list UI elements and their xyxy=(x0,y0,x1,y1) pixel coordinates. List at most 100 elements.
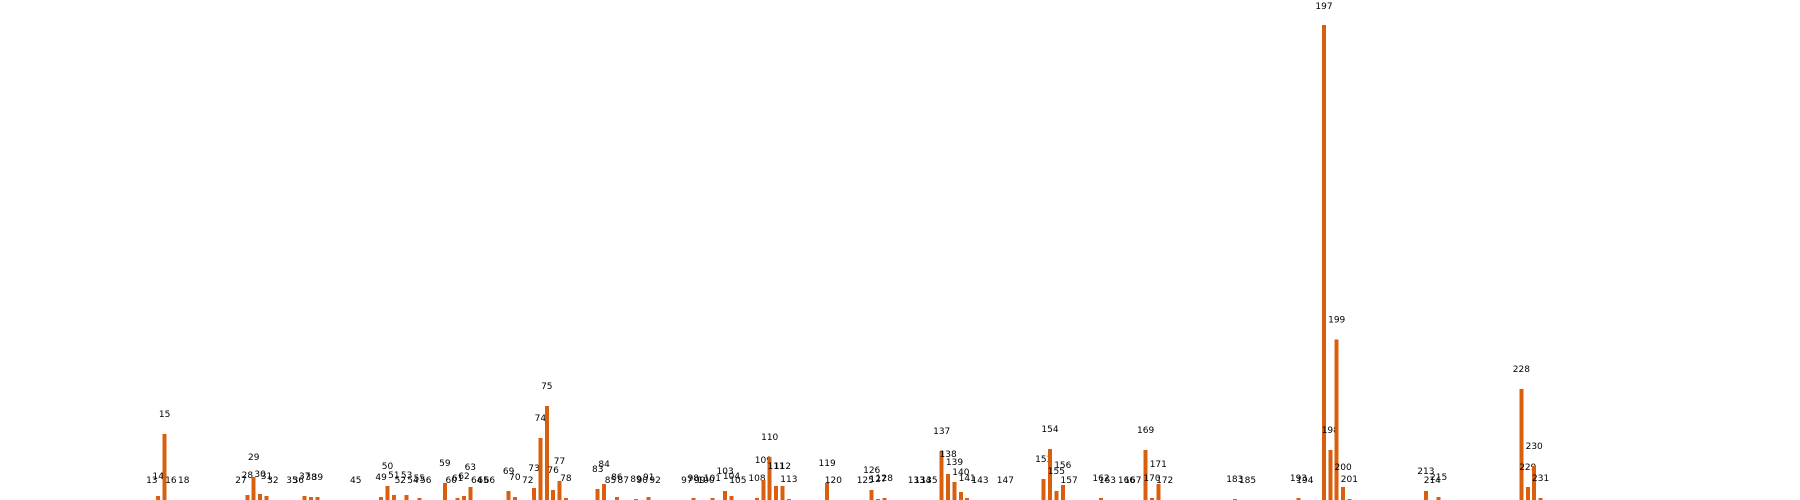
bar-label-167: 167 xyxy=(1124,476,1141,486)
bar-label-31: 31 xyxy=(261,472,272,482)
bar-label-15: 15 xyxy=(159,410,170,420)
bar-label-135: 135 xyxy=(920,476,937,486)
bar-label-101: 101 xyxy=(704,474,721,484)
bar-label-56: 56 xyxy=(420,476,432,486)
bar-51 xyxy=(391,495,396,500)
bar-label-105: 105 xyxy=(729,476,746,486)
bar-label-66: 66 xyxy=(484,476,496,486)
bar-label-147: 147 xyxy=(997,476,1014,486)
bar-139 xyxy=(952,482,957,500)
bar-label-134: 134 xyxy=(914,476,931,486)
bar-label-201: 201 xyxy=(1341,475,1358,485)
bar-label-231: 231 xyxy=(1532,474,1549,484)
bar-label-141: 141 xyxy=(959,474,976,484)
bar-label-194: 194 xyxy=(1296,476,1313,486)
bar-199 xyxy=(1334,339,1339,500)
bar-label-213: 213 xyxy=(1417,467,1434,477)
bar-126 xyxy=(869,490,874,500)
bar-label-59: 59 xyxy=(439,459,451,469)
bar-label-54: 54 xyxy=(407,476,419,486)
bar-label-60: 60 xyxy=(445,476,457,486)
bar-label-89: 89 xyxy=(630,475,642,485)
bar-label-61: 61 xyxy=(452,474,463,484)
bar-156 xyxy=(1060,485,1065,500)
bar-49 xyxy=(379,497,384,500)
bar-label-73: 73 xyxy=(528,464,539,474)
bar-108 xyxy=(755,498,759,500)
bar-50 xyxy=(385,486,390,500)
bar-label-185: 185 xyxy=(1239,476,1256,486)
bar-label-171: 171 xyxy=(1150,460,1167,470)
bar-label-35: 35 xyxy=(286,476,297,486)
bar-label-38: 38 xyxy=(305,473,317,483)
bar-29 xyxy=(251,477,256,500)
bar-230 xyxy=(1532,466,1537,500)
bar-109 xyxy=(761,480,766,500)
bar-label-120: 120 xyxy=(825,476,842,486)
bar-62 xyxy=(462,496,466,500)
bar-140 xyxy=(958,492,963,500)
bar-215 xyxy=(1436,497,1441,500)
bar-200 xyxy=(1341,487,1346,500)
bar-label-51: 51 xyxy=(388,471,399,481)
bar-label-78: 78 xyxy=(560,474,572,484)
bar-77 xyxy=(557,481,562,500)
bar-label-198: 198 xyxy=(1322,426,1339,436)
bar-label-229: 229 xyxy=(1519,463,1536,473)
bar-155 xyxy=(1054,491,1059,500)
bar-228 xyxy=(1519,389,1524,500)
bar-label-14: 14 xyxy=(152,472,164,482)
bar-label-75: 75 xyxy=(541,382,552,392)
bar-label-104: 104 xyxy=(723,472,740,482)
bar-61 xyxy=(455,498,460,500)
bar-label-214: 214 xyxy=(1424,476,1441,486)
bar-label-50: 50 xyxy=(382,462,394,472)
bar-169 xyxy=(1143,450,1148,500)
bar-104 xyxy=(729,496,734,500)
bar-128 xyxy=(882,498,887,500)
bar-label-65: 65 xyxy=(477,476,488,486)
bar-73 xyxy=(532,488,536,500)
bar-label-83: 83 xyxy=(592,465,603,475)
bar-label-29: 29 xyxy=(248,453,260,463)
bar-74 xyxy=(538,438,543,500)
bar-15 xyxy=(162,434,167,500)
bar-14 xyxy=(156,496,161,500)
bar-119 xyxy=(825,483,830,500)
bar-38 xyxy=(309,497,314,500)
bar-label-13: 13 xyxy=(146,476,157,486)
bar-label-200: 200 xyxy=(1335,463,1352,473)
bar-label-53: 53 xyxy=(401,471,412,481)
bar-label-170: 170 xyxy=(1143,474,1160,484)
bar-83 xyxy=(595,489,600,500)
bar-label-77: 77 xyxy=(554,457,565,467)
bar-91 xyxy=(646,497,651,500)
bar-label-70: 70 xyxy=(509,473,521,483)
bar-label-163: 163 xyxy=(1099,476,1116,486)
bar-213 xyxy=(1423,491,1428,500)
bar-label-98: 98 xyxy=(688,474,700,484)
bar-171 xyxy=(1156,484,1161,500)
bar-label-113: 113 xyxy=(780,475,797,485)
bar-label-100: 100 xyxy=(697,476,714,486)
bar-55 xyxy=(417,498,422,500)
bar-110 xyxy=(767,457,772,500)
bar-label-154: 154 xyxy=(1041,425,1058,435)
bar-label-76: 76 xyxy=(547,466,559,476)
bar-label-87: 87 xyxy=(617,476,628,486)
bar-label-140: 140 xyxy=(952,468,969,478)
bar-label-86: 86 xyxy=(611,473,623,483)
bar-229 xyxy=(1525,487,1530,500)
bar-label-32: 32 xyxy=(267,476,278,486)
bar-63 xyxy=(468,487,473,500)
bar-170 xyxy=(1150,498,1154,500)
bar-label-92: 92 xyxy=(649,476,660,486)
bar-141 xyxy=(965,498,970,500)
bar-label-45: 45 xyxy=(350,476,361,486)
bar-label-143: 143 xyxy=(971,476,988,486)
bar-162 xyxy=(1099,498,1103,500)
bar-31 xyxy=(264,496,269,500)
bar-label-103: 103 xyxy=(717,467,734,477)
